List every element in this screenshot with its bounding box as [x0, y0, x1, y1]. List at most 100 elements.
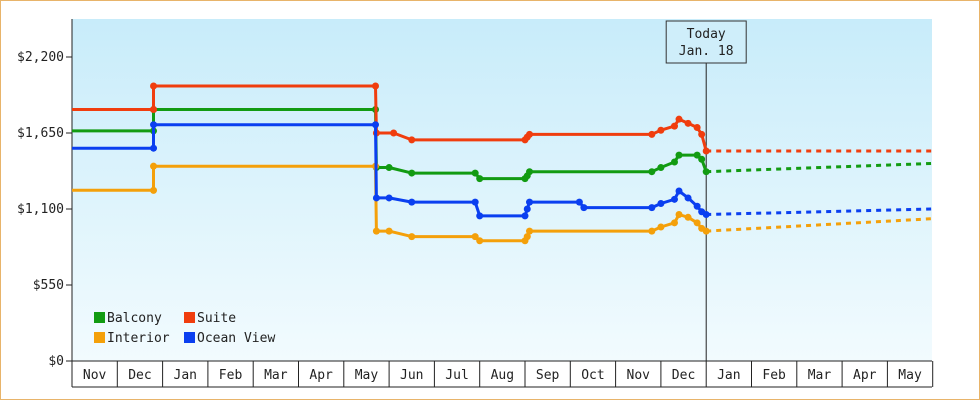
data-point-ocean-view — [693, 202, 701, 210]
data-point-interior — [648, 227, 656, 235]
data-point-suite — [693, 123, 701, 131]
data-point-suite — [698, 130, 706, 138]
data-point-interior — [471, 233, 479, 241]
data-point-interior — [372, 227, 380, 235]
month-label: Dec — [672, 368, 695, 383]
data-point-balcony — [648, 168, 656, 176]
y-tick-label: $0 — [48, 354, 64, 369]
data-point-interior — [657, 223, 665, 231]
data-point-ocean-view — [670, 195, 678, 203]
today-marker: Today Jan. 18 — [665, 20, 747, 361]
data-point-ocean-view — [702, 211, 710, 219]
month-label: Apr — [853, 368, 877, 383]
data-point-suite — [670, 122, 678, 130]
x-axis: Nov Dec Jan Feb Mar Apr May Jun Jul Aug Sep Oct Nov D… — [71, 360, 934, 388]
data-point-interior — [670, 219, 678, 227]
legend-label-suite: Suite — [197, 311, 236, 326]
month-label: Nov — [627, 368, 651, 383]
legend: Balcony Suite Interior Ocean View — [94, 311, 275, 346]
data-point-balcony — [702, 168, 710, 176]
data-point-ocean-view — [408, 198, 416, 206]
data-point-suite — [702, 147, 710, 155]
y-tick-label: $550 — [33, 278, 64, 293]
data-point-balcony — [675, 151, 683, 159]
data-point-ocean-view — [372, 121, 380, 129]
data-point-ocean-view — [575, 198, 583, 206]
data-point-balcony — [670, 158, 678, 166]
legend-swatch-ocean-view — [184, 332, 195, 343]
series-layer — [72, 82, 933, 245]
data-point-ocean-view — [471, 198, 479, 206]
data-point-interior — [702, 227, 710, 235]
data-point-ocean-view — [580, 204, 588, 212]
data-point-suite — [408, 136, 416, 144]
plot-background — [72, 19, 932, 361]
data-point-ocean-view — [657, 199, 665, 207]
month-label: Jun — [400, 368, 423, 383]
month-label: Jul — [445, 368, 468, 383]
month-label: Jan — [717, 368, 740, 383]
data-point-ocean-view — [150, 144, 158, 152]
data-point-interior — [526, 227, 534, 235]
data-point-ocean-view — [684, 194, 692, 202]
data-point-ocean-view — [675, 187, 683, 195]
y-tick-label: $1,650 — [17, 126, 64, 141]
data-point-balcony — [698, 155, 706, 163]
data-point-ocean-view — [521, 212, 529, 220]
data-point-ocean-view — [150, 121, 158, 129]
data-point-interior — [408, 233, 416, 241]
legend-label-balcony: Balcony — [107, 311, 162, 326]
data-point-balcony — [476, 175, 484, 183]
data-point-interior — [523, 233, 531, 241]
forecast-line-balcony — [706, 161, 933, 174]
data-point-balcony — [693, 151, 701, 159]
month-label: Oct — [581, 368, 604, 383]
month-label: Feb — [762, 368, 786, 383]
month-label: Apr — [309, 368, 333, 383]
month-label: May — [355, 368, 379, 383]
month-label: Sep — [536, 368, 560, 383]
data-point-suite — [526, 130, 534, 138]
legend-label-ocean-view: Ocean View — [197, 331, 275, 346]
y-tick-label: $1,100 — [17, 202, 64, 217]
series-line-ocean-view — [72, 123, 707, 218]
data-point-ocean-view — [526, 198, 534, 206]
data-point-interior — [150, 186, 158, 194]
data-point-balcony — [526, 168, 534, 176]
today-label-line1: Today — [687, 27, 726, 42]
forecast-line-ocean-view — [706, 207, 933, 217]
today-label-box — [665, 20, 747, 64]
month-label: Aug — [491, 368, 514, 383]
forecast-line-interior — [706, 217, 933, 233]
data-point-suite — [675, 115, 683, 123]
data-point-interior — [476, 237, 484, 245]
data-point-interior — [693, 219, 701, 227]
legend-swatch-interior — [94, 332, 105, 343]
data-point-interior — [684, 213, 692, 221]
data-point-ocean-view — [523, 205, 531, 213]
data-point-ocean-view — [385, 194, 393, 202]
month-label: Mar — [808, 368, 832, 383]
month-label: Feb — [219, 368, 243, 383]
data-point-ocean-view — [476, 212, 484, 220]
data-point-suite — [684, 119, 692, 127]
data-point-balcony — [408, 169, 416, 177]
data-point-interior — [150, 162, 158, 170]
month-label: Dec — [128, 368, 151, 383]
data-point-suite — [390, 129, 398, 137]
data-point-suite — [648, 130, 656, 138]
month-label: Mar — [264, 368, 288, 383]
y-axis: $0 $550 $1,100 $1,650 $2,200 — [17, 19, 73, 369]
legend-swatch-suite — [184, 312, 195, 323]
data-point-interior — [385, 227, 393, 235]
data-point-suite — [150, 82, 158, 90]
data-point-interior — [675, 211, 683, 219]
data-point-suite — [372, 82, 380, 90]
data-point-balcony — [657, 164, 665, 172]
data-point-ocean-view — [648, 204, 656, 212]
data-point-ocean-view — [372, 194, 380, 202]
month-label: Jan — [174, 368, 197, 383]
month-label: Nov — [83, 368, 107, 383]
legend-swatch-balcony — [94, 312, 105, 323]
